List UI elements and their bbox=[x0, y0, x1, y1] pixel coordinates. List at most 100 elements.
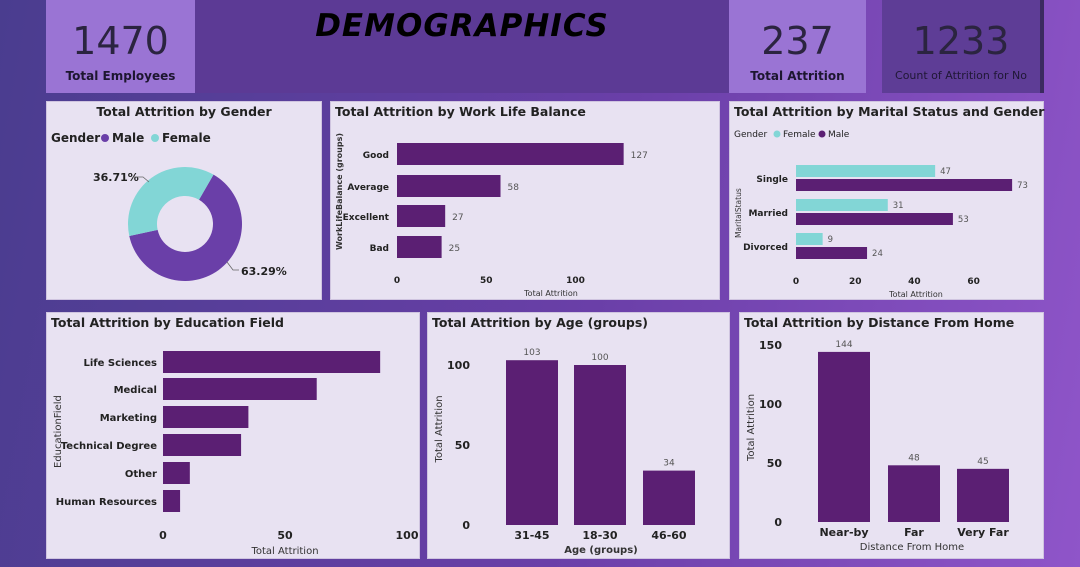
data-label: 58 bbox=[508, 183, 520, 193]
header-banner: DEMOGRAPHICS bbox=[195, 0, 729, 93]
data-label: 73 bbox=[1017, 181, 1028, 191]
data-label: 27 bbox=[452, 213, 463, 223]
data-label: 103 bbox=[523, 348, 540, 358]
kpi-value: 1233 bbox=[912, 19, 1010, 63]
tick-label: 100 bbox=[566, 276, 585, 286]
bar-technical-degree bbox=[163, 434, 242, 456]
tick-label: 50 bbox=[767, 457, 783, 470]
bar-average bbox=[397, 175, 501, 197]
bar-near-by bbox=[818, 351, 870, 522]
category-label: Near-by bbox=[819, 526, 868, 539]
legend-marker bbox=[101, 134, 109, 142]
category-label: Far bbox=[904, 526, 924, 539]
chart-gender-panel[interactable]: Total Attrition by Gender Gender Male Fema… bbox=[46, 101, 322, 300]
data-label: 63.29% bbox=[241, 265, 287, 278]
bar-life-sciences bbox=[163, 351, 381, 373]
kpi-value: 1470 bbox=[72, 19, 169, 63]
tick-label: 100 bbox=[396, 529, 419, 542]
category-label: Divorced bbox=[743, 243, 788, 253]
leader-line bbox=[133, 176, 150, 183]
data-label: 24 bbox=[872, 249, 883, 259]
chart-age-panel[interactable]: Total Attrition by Age (groups) Total At… bbox=[427, 312, 730, 559]
tick-label: 0 bbox=[774, 516, 782, 529]
bar-male-single bbox=[796, 179, 1013, 191]
category-label: Good bbox=[363, 151, 389, 161]
chart-education: EducationField Life Sciences Medical Market… bbox=[53, 351, 419, 557]
divider bbox=[1040, 0, 1044, 93]
tick-label: 0 bbox=[462, 519, 470, 532]
legend-marker bbox=[818, 130, 826, 138]
chart-worklife: WorkLifeBalance (groups) Good 127 Average 58… bbox=[335, 133, 648, 298]
category-label: Marketing bbox=[100, 413, 157, 424]
category-label: Life Sciences bbox=[83, 358, 157, 369]
chart-education-panel[interactable]: Total Attrition by Education Field Educa… bbox=[46, 312, 420, 559]
data-label: 48 bbox=[908, 453, 920, 463]
bar-excellent bbox=[397, 205, 446, 227]
chart-worklife-panel[interactable]: Total Attrition by Work Life Balance Wor… bbox=[330, 101, 720, 300]
bar-31-45 bbox=[506, 360, 558, 525]
bar-male-divorced bbox=[796, 247, 868, 259]
tick-label: 50 bbox=[480, 276, 493, 286]
kpi-total-attrition: 237 Total Attrition bbox=[729, 0, 866, 93]
category-label: Single bbox=[756, 175, 788, 185]
category-label: Bad bbox=[370, 244, 389, 254]
bar-good bbox=[397, 143, 624, 165]
tick-label: 0 bbox=[793, 277, 799, 287]
kpi-label: Total Employees bbox=[65, 69, 176, 83]
pie-slice-female bbox=[128, 167, 214, 237]
chart-title: Total Attrition by Distance From Home bbox=[744, 315, 1015, 330]
axis-title-x: Age (groups) bbox=[564, 545, 638, 556]
bar-46-60 bbox=[643, 470, 695, 525]
kpi-count-no: 1233 Count of Attrition for No bbox=[882, 0, 1040, 93]
chart-marital-panel[interactable]: Total Attrition by Marital Status and Ge… bbox=[729, 101, 1044, 300]
data-label: 9 bbox=[828, 235, 833, 245]
data-label: 25 bbox=[449, 244, 460, 254]
bar-male-married bbox=[796, 213, 953, 225]
data-label: 36.71% bbox=[93, 171, 139, 184]
data-label: 34 bbox=[663, 459, 675, 469]
bar-female-single bbox=[796, 165, 936, 177]
chart-title: Total Attrition by Work Life Balance bbox=[335, 104, 586, 119]
category-label: Very Far bbox=[957, 526, 1009, 539]
axis-title-x: Total Attrition bbox=[523, 289, 578, 298]
data-label: 31 bbox=[893, 201, 904, 211]
category-label: Medical bbox=[114, 385, 157, 396]
chart-marital: Gender Female Male MaritalStatus Single 47 73 M… bbox=[734, 130, 1028, 299]
tick-label: 150 bbox=[759, 339, 782, 352]
kpi-label: Total Attrition bbox=[750, 69, 845, 83]
bar-bad bbox=[397, 236, 442, 258]
tick-label: 20 bbox=[849, 277, 862, 287]
bar-female-divorced bbox=[796, 233, 823, 245]
bar-marketing bbox=[163, 406, 249, 428]
tick-label: 50 bbox=[277, 529, 293, 542]
tick-label: 0 bbox=[394, 276, 400, 286]
chart-title: Total Attrition by Age (groups) bbox=[432, 315, 648, 330]
leader-line bbox=[226, 261, 239, 271]
category-label: 31-45 bbox=[514, 529, 549, 542]
category-label: Average bbox=[347, 183, 389, 193]
axis-title-y: WorkLifeBalance (groups) bbox=[335, 133, 344, 250]
page-title: DEMOGRAPHICS bbox=[315, 8, 609, 44]
category-label: Excellent bbox=[343, 213, 390, 223]
tick-label: 100 bbox=[447, 359, 470, 372]
chart-title: Total Attrition by Marital Status and Ge… bbox=[734, 104, 1045, 119]
legend-marker bbox=[773, 130, 781, 138]
legend-label: Male bbox=[112, 131, 144, 145]
chart-distance-panel[interactable]: Total Attrition by Distance From Home To… bbox=[739, 312, 1044, 559]
tick-label: 100 bbox=[759, 398, 782, 411]
bar-other bbox=[163, 462, 190, 484]
chart-age: Total Attrition 0 50 100 103 31-45 100 18-30 34 4… bbox=[434, 348, 695, 556]
axis-title-x: Total Attrition bbox=[250, 546, 318, 557]
legend-label: Female bbox=[783, 130, 816, 140]
tick-label: 50 bbox=[455, 439, 471, 452]
axis-title-y: MaritalStatus bbox=[734, 188, 743, 238]
bar-medical bbox=[163, 378, 317, 400]
legend-label: Male bbox=[828, 130, 850, 140]
legend-title: Gender bbox=[734, 130, 767, 140]
data-label: 100 bbox=[591, 353, 608, 363]
data-label: 47 bbox=[940, 167, 951, 177]
category-label: Other bbox=[125, 469, 157, 480]
pie-slice-male bbox=[129, 174, 243, 281]
category-label: 46-60 bbox=[651, 529, 687, 542]
chart-distance: Total Attrition 0 50 100 150 144 Near-by 48 Far 4… bbox=[746, 339, 1009, 553]
